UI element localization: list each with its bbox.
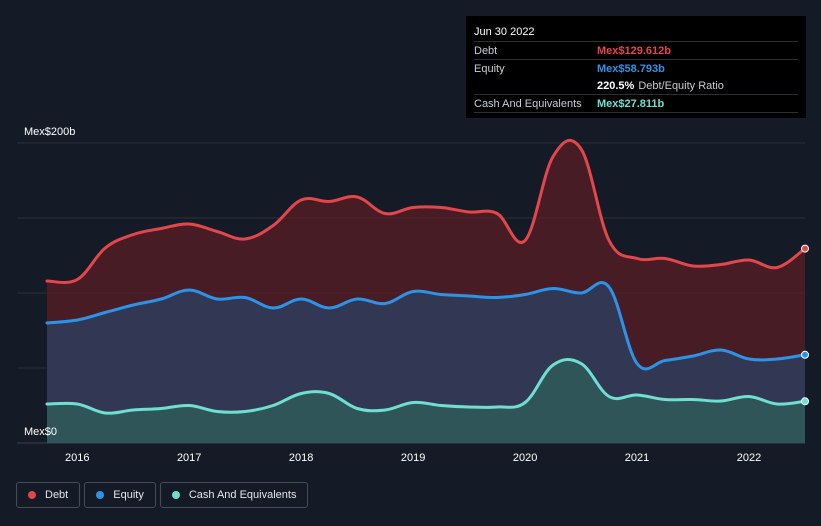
tooltip-date: Jun 30 2022 (474, 26, 535, 38)
x-tick-label-2018: 2018 (289, 452, 313, 464)
x-tick-label-2021: 2021 (625, 452, 649, 464)
tooltip-cash-value: Mex$27.811b (597, 97, 665, 110)
legend-dot-debt (28, 491, 36, 499)
x-tick-label-2017: 2017 (177, 452, 201, 464)
tooltip-ratio-label: Debt/Equity Ratio (638, 79, 724, 92)
tooltip-cash-label: Cash And Equivalents (474, 97, 582, 110)
legend-item-cash[interactable]: Cash And Equivalents (159, 482, 309, 508)
legend-label-debt: Debt (45, 489, 69, 501)
cash-area (47, 359, 805, 443)
chart-legend: Debt Equity Cash And Equivalents (16, 482, 309, 510)
y-axis-max-label: Mex$200b (24, 126, 75, 138)
tooltip-debt-value: Mex$129.612b (597, 44, 671, 57)
debt-endpoint[interactable] (801, 244, 809, 253)
tooltip-debt-label: Debt (474, 44, 498, 57)
tooltip-debt-row: Debt Mex$129.612b (474, 41, 798, 59)
data-tooltip: Jun 30 2022 Debt Mex$129.612b Equity Mex… (466, 16, 806, 118)
x-tick-label-2020: 2020 (513, 452, 537, 464)
x-tick-label-2019: 2019 (401, 452, 425, 464)
x-tick-label-2022: 2022 (737, 452, 761, 464)
legend-dot-cash (171, 491, 180, 499)
equity-endpoint[interactable] (801, 350, 809, 359)
tooltip-cash-row: Cash And Equivalents Mex$27.811b (474, 94, 798, 113)
cash-line (45, 357, 807, 415)
equity-line (45, 281, 807, 371)
legend-label-equity: Equity (113, 489, 144, 501)
y-axis-min-label: Mex$0 (24, 426, 57, 438)
legend-dot-equity (96, 491, 105, 499)
legend-item-equity[interactable]: Equity (84, 482, 156, 508)
legend-item-debt[interactable]: Debt (16, 482, 81, 508)
tooltip-equity-value: Mex$58.793b (597, 62, 665, 75)
tooltip-equity-label: Equity (474, 62, 505, 75)
tooltip-ratio-row: 220.5% Debt/Equity Ratio (474, 77, 798, 94)
x-tick-label-2016: 2016 (65, 452, 89, 464)
debt-line (45, 138, 807, 285)
cash-endpoint[interactable] (801, 397, 809, 406)
tooltip-ratio-value: 220.5% (597, 79, 635, 92)
legend-label-cash: Cash And Equivalents (188, 489, 297, 501)
tooltip-equity-row: Equity Mex$58.793b (474, 59, 798, 77)
